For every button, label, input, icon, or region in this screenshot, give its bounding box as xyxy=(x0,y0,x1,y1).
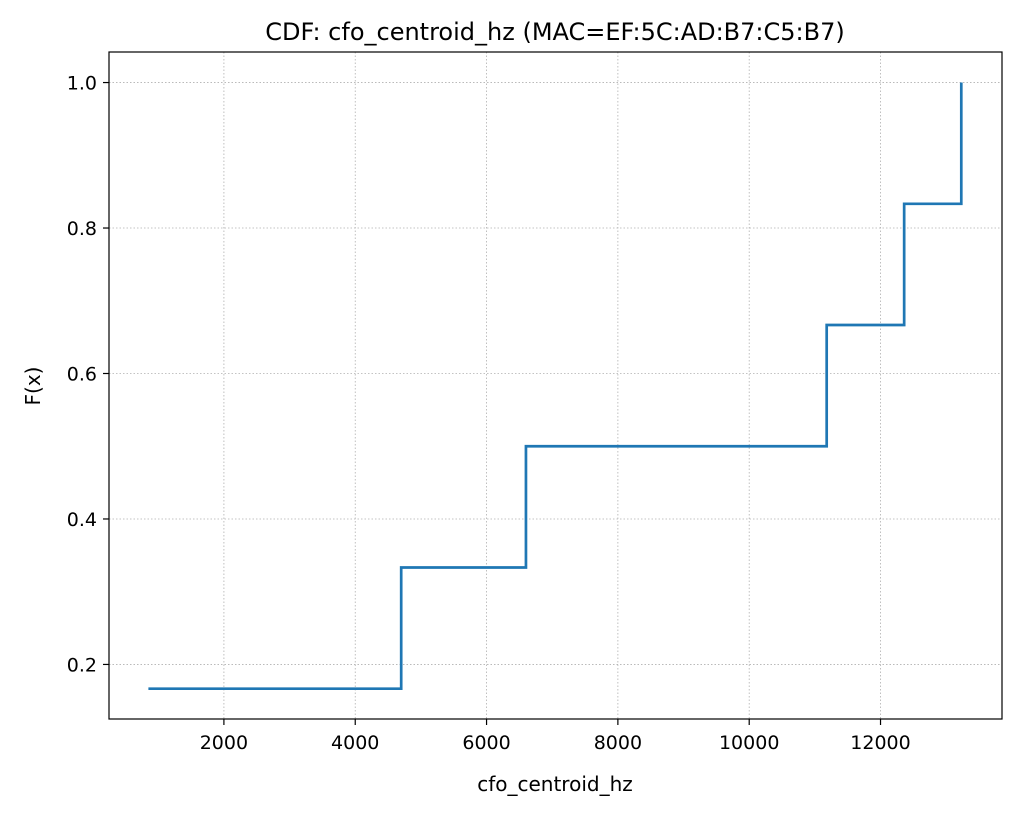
y-tick-label: 0.6 xyxy=(67,363,97,385)
chart-title: CDF: cfo_centroid_hz (MAC=EF:5C:AD:B7:C5… xyxy=(265,18,844,46)
y-tick-label: 0.8 xyxy=(67,218,97,240)
x-tick-label: 8000 xyxy=(594,732,642,754)
y-tick-label: 0.4 xyxy=(67,509,97,531)
y-axis-label: F(x) xyxy=(21,367,45,406)
x-axis-label: cfo_centroid_hz xyxy=(477,772,633,796)
cdf-step-line xyxy=(148,82,963,691)
y-tick-label: 0.2 xyxy=(67,654,97,676)
x-tick-label: 4000 xyxy=(331,732,379,754)
x-tick-label: 2000 xyxy=(200,732,248,754)
x-tick-label: 6000 xyxy=(462,732,510,754)
x-tick-label: 10000 xyxy=(719,732,779,754)
plot-frame xyxy=(108,51,1003,720)
grid-lines xyxy=(109,52,1002,719)
tick-layer: 2000 4000 6000 8000 10000 12000 0.2 0.4 0.6 0.8 1.… xyxy=(67,73,911,754)
y-tick-label: 1.0 xyxy=(67,73,97,95)
series-layer xyxy=(148,82,963,691)
x-tick-label: 12000 xyxy=(850,732,910,754)
